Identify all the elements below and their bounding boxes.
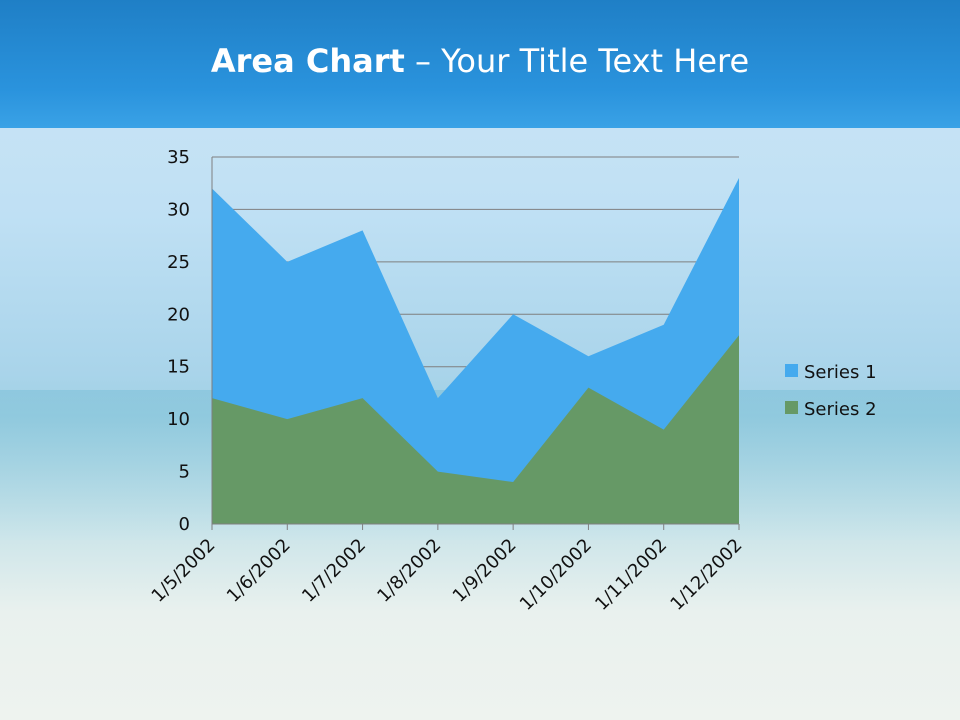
legend-label: Series 2 [804, 399, 877, 420]
y-tick-label: 5 [179, 462, 190, 483]
slide-title: Area Chart – Your Title Text Here [0, 42, 960, 80]
title-bold: Area Chart [210, 42, 405, 80]
y-tick-label: 25 [167, 252, 190, 273]
y-tick-label: 30 [167, 199, 190, 220]
x-tick-label: 1/6/2002 [223, 535, 295, 607]
y-tick-label: 15 [167, 357, 190, 378]
area-series-2 [212, 335, 739, 524]
x-tick-label: 1/11/2002 [591, 535, 671, 615]
y-tick-label: 20 [167, 304, 190, 325]
x-tick-label: 1/5/2002 [148, 535, 220, 607]
x-tick-label: 1/8/2002 [373, 535, 445, 607]
x-tick-label: 1/7/2002 [298, 535, 370, 607]
y-tick-label: 0 [179, 514, 190, 535]
legend-swatch [785, 401, 798, 414]
legend-swatch [785, 364, 798, 377]
x-tick-label: 1/12/2002 [666, 535, 746, 615]
legend-label: Series 1 [804, 362, 877, 383]
y-tick-label: 35 [167, 147, 190, 168]
title-banner [0, 0, 960, 128]
y-tick-label: 10 [167, 409, 190, 430]
x-tick-label: 1/9/2002 [449, 535, 521, 607]
title-rest: – Your Title Text Here [404, 42, 750, 80]
x-tick-label: 1/10/2002 [516, 535, 596, 615]
